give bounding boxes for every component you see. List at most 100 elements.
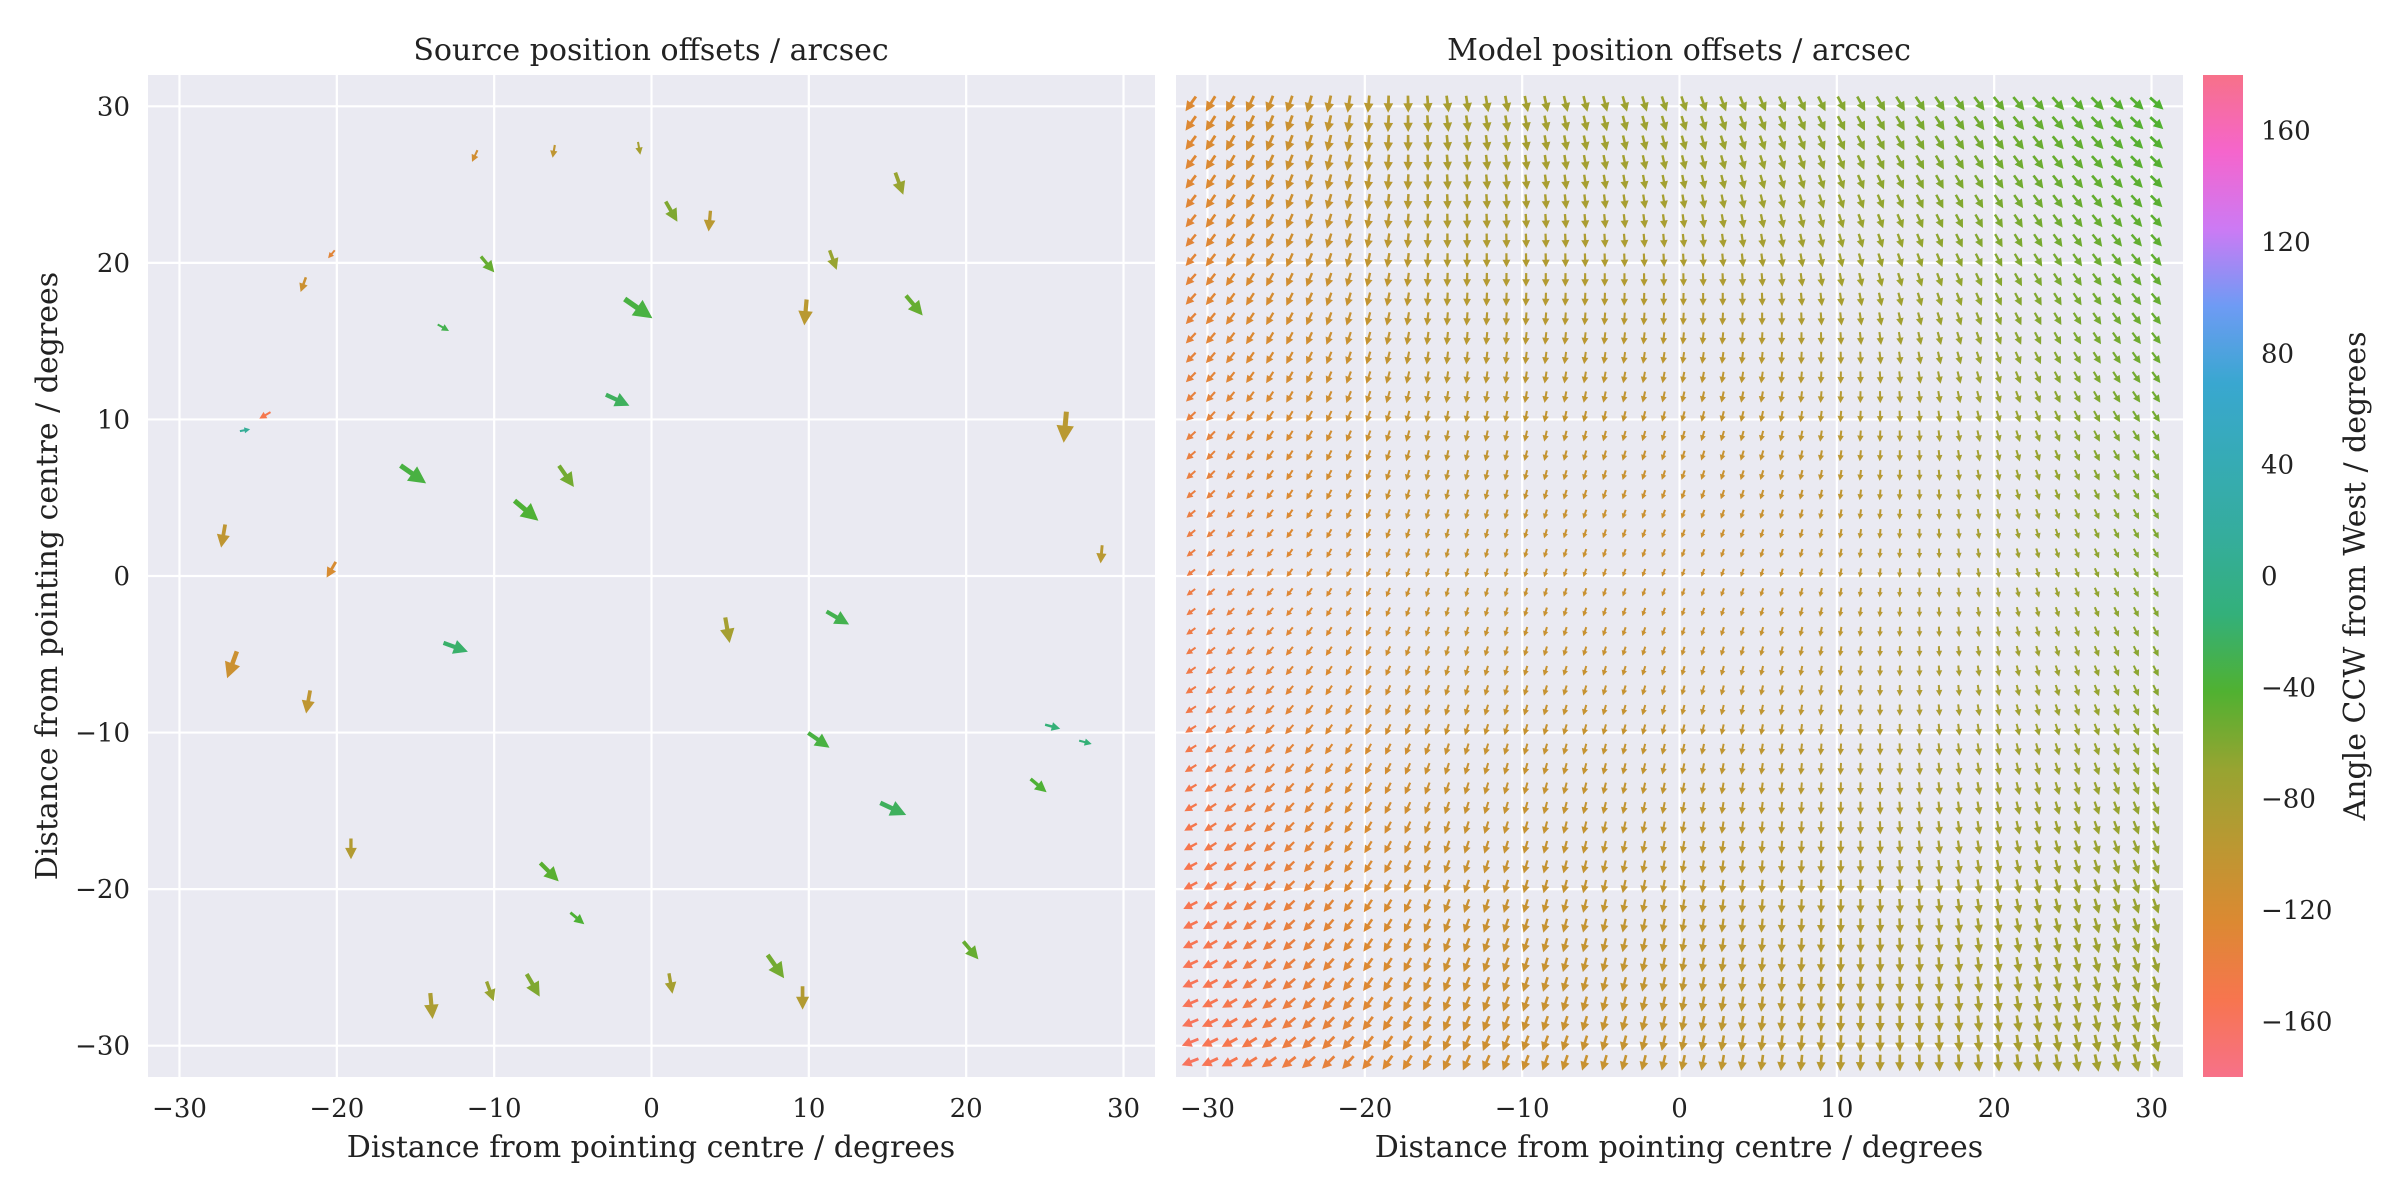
- model-offset-vector: [1345, 272, 1353, 287]
- model-offset-vector: [1975, 430, 1982, 443]
- model-offset-vector: [2113, 469, 2120, 481]
- model-offset-vector: [1699, 233, 1707, 248]
- model-offset-vector: [1405, 548, 1411, 559]
- model-offset-vector: [1183, 842, 1198, 851]
- model-offset-vector: [2073, 410, 2081, 423]
- model-offset-vector: [2072, 995, 2082, 1013]
- model-offset-vector: [1246, 529, 1255, 538]
- model-offset-vector: [2074, 567, 2080, 578]
- model-offset-vector: [1365, 410, 1372, 423]
- model-offset-vector: [1245, 665, 1255, 675]
- model-offset-vector: [1600, 957, 1609, 973]
- model-offset-vector: [2152, 781, 2160, 795]
- model-offset-vector: [1344, 801, 1353, 814]
- model-offset-vector: [1916, 607, 1923, 618]
- model-offset-vector: [1502, 154, 1511, 171]
- model-offset-vector: [1185, 705, 1197, 714]
- model-offset-vector: [1975, 371, 1983, 384]
- model-offset-vector: [2092, 879, 2101, 894]
- model-offset-vector: [1325, 390, 1333, 403]
- model-offset-vector: [1422, 1054, 1433, 1071]
- model-offset-vector: [2014, 684, 2022, 697]
- model-offset-vector: [2093, 626, 2100, 637]
- model-offset-vector: [1303, 919, 1315, 932]
- model-offset-vector: [1384, 272, 1393, 287]
- model-offset-vector: [1543, 626, 1549, 637]
- model-offset-vector: [1680, 646, 1686, 656]
- model-offset-vector: [1541, 95, 1551, 112]
- model-offset-vector: [1817, 762, 1825, 775]
- model-offset-vector: [2033, 233, 2043, 248]
- model-offset-vector: [1660, 879, 1668, 893]
- model-offset-vector: [2072, 292, 2082, 306]
- model-offset-vector: [1581, 253, 1589, 268]
- model-offset-vector: [1286, 272, 1294, 287]
- model-offset-vector: [1718, 155, 1727, 170]
- model-offset-vector: [1384, 390, 1392, 404]
- model-offset-vector: [1994, 351, 2002, 365]
- model-offset-vector: [1542, 724, 1549, 736]
- model-offset-vector: [1266, 568, 1274, 577]
- model-offset-vector: [1857, 743, 1864, 756]
- model-offset-vector: [2074, 587, 2080, 598]
- model-offset-vector: [1600, 1035, 1609, 1051]
- model-offset-vector: [1601, 840, 1609, 854]
- model-offset-vector: [1796, 1015, 1806, 1032]
- model-offset-vector: [1738, 1015, 1747, 1032]
- model-offset-vector: [1345, 704, 1353, 716]
- model-offset-vector: [1444, 509, 1451, 520]
- model-offset-vector: [1857, 351, 1864, 365]
- model-offset-vector: [1817, 273, 1825, 287]
- model-offset-vector: [1778, 410, 1785, 423]
- model-offset-vector: [1659, 1054, 1668, 1071]
- model-offset-vector: [1365, 626, 1372, 637]
- source-offset-vector: [326, 561, 337, 578]
- model-offset-vector: [1282, 1016, 1297, 1029]
- model-offset-vector: [1856, 312, 1865, 326]
- source-offset-vector: [550, 144, 558, 158]
- model-offset-vector: [1954, 879, 1963, 894]
- model-offset-vector: [1266, 450, 1274, 461]
- source-offset-vector: [825, 609, 850, 625]
- model-offset-vector: [2132, 410, 2140, 423]
- model-offset-vector: [2150, 233, 2162, 247]
- model-offset-vector: [2013, 898, 2023, 914]
- model-offset-vector: [1680, 665, 1686, 676]
- model-offset-vector: [1561, 273, 1570, 287]
- model-offset-vector: [1816, 938, 1826, 953]
- model-offset-vector: [1758, 253, 1766, 268]
- model-offset-vector: [1936, 509, 1943, 520]
- model-offset-vector: [1364, 840, 1373, 854]
- model-offset-vector: [2132, 859, 2140, 875]
- model-offset-vector: [1462, 918, 1471, 933]
- model-offset-vector: [1797, 233, 1806, 248]
- model-offset-vector: [1286, 331, 1294, 345]
- model-offset-vector: [1875, 95, 1886, 112]
- model-offset-vector: [1856, 957, 1865, 973]
- model-offset-vector: [1403, 976, 1413, 992]
- model-offset-vector: [1523, 646, 1529, 657]
- model-offset-vector: [1464, 646, 1470, 657]
- model-offset-vector: [1620, 292, 1628, 306]
- model-offset-vector: [1739, 371, 1746, 384]
- model-offset-vector: [1265, 704, 1275, 715]
- model-offset-vector: [1580, 957, 1589, 973]
- model-panel-vectors: [1181, 95, 2164, 1072]
- model-offset-vector: [1719, 704, 1726, 716]
- model-offset-vector: [1404, 801, 1412, 815]
- model-offset-vector: [1503, 587, 1509, 597]
- model-offset-vector: [1895, 1054, 1905, 1072]
- model-offset-vector: [1816, 1035, 1826, 1052]
- model-offset-vector: [2074, 606, 2080, 618]
- model-offset-vector: [1482, 272, 1491, 287]
- model-offset-vector: [1620, 194, 1629, 209]
- model-offset-vector: [1681, 607, 1686, 617]
- model-offset-vector: [1719, 470, 1726, 480]
- model-offset-vector: [1876, 821, 1884, 835]
- model-offset-vector: [1324, 95, 1334, 113]
- model-offset-vector: [1896, 782, 1904, 795]
- model-offset-vector: [1482, 937, 1491, 953]
- model-offset-vector: [1660, 391, 1667, 403]
- model-offset-vector: [1954, 976, 1964, 993]
- model-offset-vector: [2070, 96, 2085, 111]
